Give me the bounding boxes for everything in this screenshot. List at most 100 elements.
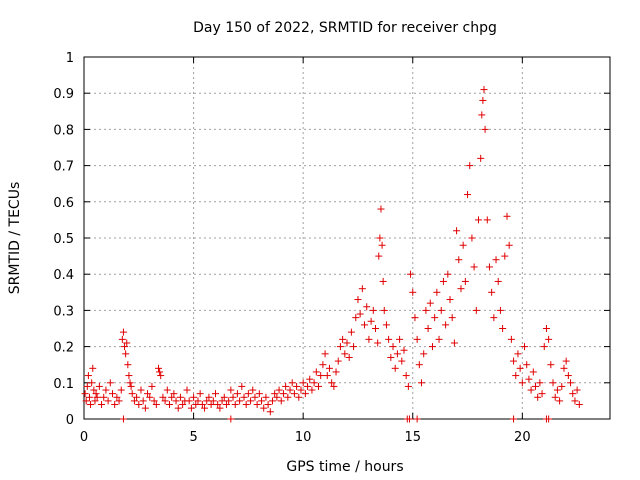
data-point <box>262 393 270 401</box>
data-point <box>558 382 566 390</box>
data-point <box>216 404 224 412</box>
data-point <box>521 343 529 351</box>
data-point <box>450 339 458 347</box>
data-point <box>315 382 323 390</box>
data-point <box>387 353 395 361</box>
data-point <box>426 299 434 307</box>
x-tick-label: 10 <box>295 430 312 445</box>
data-point <box>503 212 511 220</box>
data-point <box>514 350 522 358</box>
data-point <box>273 393 281 401</box>
data-point <box>413 415 421 423</box>
data-point <box>297 386 305 394</box>
data-point <box>115 397 123 405</box>
data-point <box>168 393 176 401</box>
data-point <box>88 379 96 387</box>
data-point <box>123 339 131 347</box>
data-point <box>371 325 379 332</box>
data-point <box>376 234 384 242</box>
data-point <box>89 364 97 372</box>
data-point <box>159 393 167 401</box>
data-point <box>275 386 283 394</box>
data-point <box>212 390 219 398</box>
data-point <box>407 270 415 278</box>
data-point <box>174 404 182 412</box>
data-point <box>247 397 255 405</box>
data-point <box>266 408 274 416</box>
data-point <box>461 277 469 285</box>
data-point <box>190 393 198 401</box>
data-point <box>332 368 340 376</box>
data-point <box>148 382 156 390</box>
data-point <box>374 339 382 347</box>
data-point <box>293 382 301 390</box>
data-point <box>499 325 507 332</box>
data-point <box>187 404 195 412</box>
data-point <box>556 397 564 405</box>
data-point <box>361 321 369 329</box>
grid-layer <box>84 57 610 419</box>
data-point <box>531 382 539 390</box>
data-point <box>358 285 366 293</box>
y-tick-label: 0.7 <box>53 160 74 175</box>
data-point <box>409 288 417 296</box>
data-point <box>176 393 184 401</box>
data-point <box>492 256 500 264</box>
data-point <box>264 401 272 409</box>
data-point <box>220 393 228 401</box>
data-point <box>560 364 568 372</box>
data-point <box>227 386 235 394</box>
data-point <box>523 361 531 369</box>
data-point <box>354 296 362 304</box>
data-point <box>290 390 298 398</box>
data-point <box>477 154 485 162</box>
data-point <box>185 397 193 405</box>
data-point <box>130 397 138 405</box>
data-point <box>422 306 430 314</box>
data-point <box>240 393 248 401</box>
data-point <box>310 379 318 387</box>
data-point <box>518 379 526 387</box>
data-point <box>152 401 160 409</box>
data-point <box>345 353 353 361</box>
data-point <box>457 285 465 293</box>
data-point <box>118 335 126 343</box>
data-point <box>133 393 141 401</box>
data-point <box>404 382 412 390</box>
data-point <box>85 393 93 401</box>
data-point <box>231 401 239 409</box>
data-point <box>405 415 413 423</box>
data-point <box>505 241 513 249</box>
data-point <box>529 368 537 376</box>
data-point <box>321 350 329 358</box>
data-point <box>84 372 92 380</box>
data-point <box>201 404 209 412</box>
data-point <box>534 393 542 401</box>
data-point <box>319 361 327 369</box>
data-point <box>475 216 482 224</box>
data-point <box>575 401 583 409</box>
data-point <box>126 379 134 387</box>
data-point <box>104 397 112 405</box>
data-point <box>119 328 127 336</box>
data-point <box>304 382 312 390</box>
data-point <box>569 390 577 398</box>
data-point <box>501 252 509 260</box>
data-point <box>464 191 472 199</box>
x-tick-label: 20 <box>514 430 531 445</box>
data-point <box>233 390 241 398</box>
chart-title: Day 150 of 2022, SRMTID for receiver chp… <box>193 20 497 36</box>
data-point <box>444 270 452 278</box>
data-point <box>102 386 110 394</box>
data-point <box>111 401 119 409</box>
data-point <box>472 306 480 314</box>
data-point <box>411 314 419 322</box>
data-point <box>382 321 390 329</box>
data-point <box>380 306 388 314</box>
data-point <box>398 357 406 365</box>
data-point <box>227 415 235 423</box>
data-point <box>483 216 491 224</box>
data-point <box>400 346 408 354</box>
data-point <box>571 397 579 405</box>
y-tick-label: 0.5 <box>53 232 74 247</box>
